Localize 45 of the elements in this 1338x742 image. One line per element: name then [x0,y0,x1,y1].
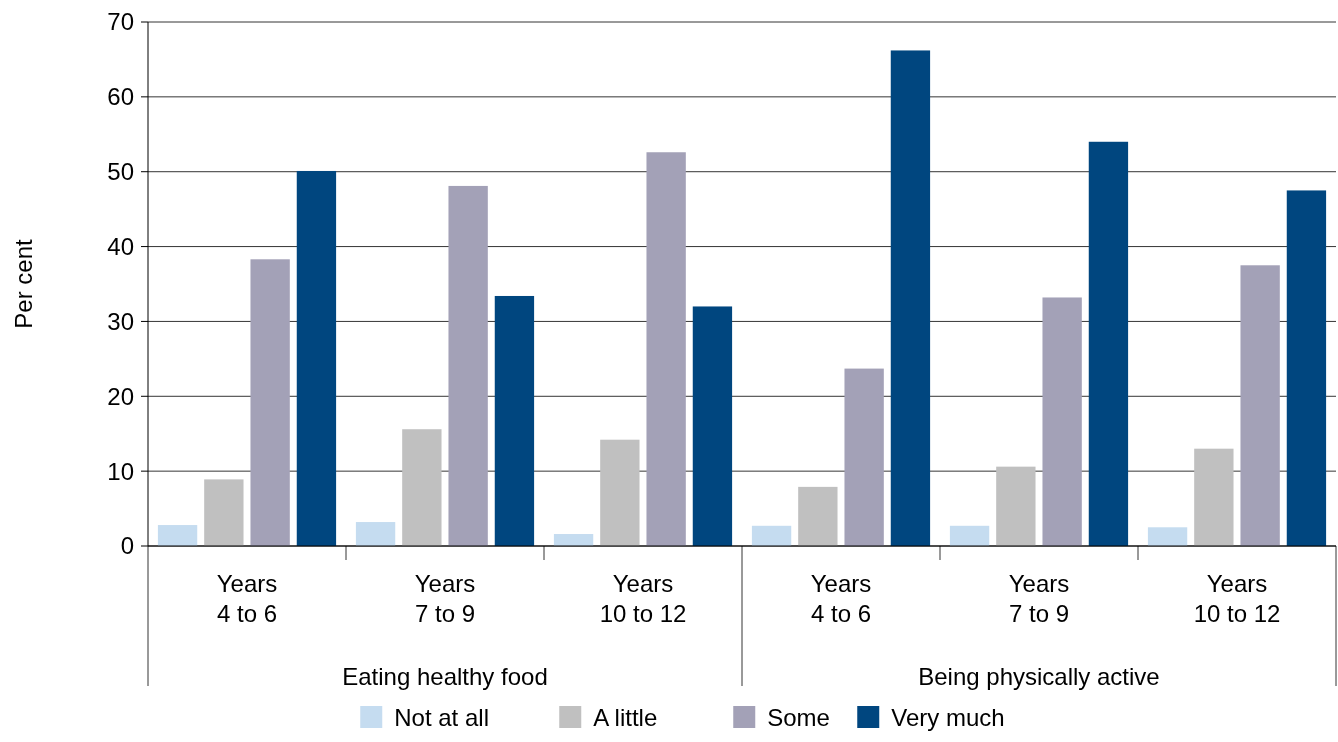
bar [204,479,244,546]
bar [250,259,290,546]
bar [157,525,198,546]
bar [1194,448,1234,546]
legend-label: Very much [891,704,1005,731]
bar [355,522,396,546]
bar [448,185,488,546]
y-tick-label: 0 [120,532,134,560]
y-tick-label: 20 [107,382,134,410]
bar [494,295,535,546]
bar [949,525,990,546]
bar [1286,190,1327,546]
bar [844,368,884,546]
bar [751,525,792,546]
bar [996,466,1036,546]
bar [402,429,442,546]
x-tick-label: Years 7 to 9 [1008,570,1070,627]
bar [600,439,640,546]
y-tick-label: 40 [107,232,134,260]
text: Eating healthy food [342,663,548,690]
legend-label: Some [767,704,830,731]
y-tick-label: 50 [107,158,134,186]
x-tick-label: Years 4 to 6 [810,570,872,627]
y-tick-label: 70 [107,8,134,36]
x-tick-label: Years 10 to 12 [1193,570,1281,627]
bar [1088,141,1129,546]
bar [1042,297,1082,546]
x-tick-label: Years 4 to 6 [216,570,278,627]
legend-label: A little [593,704,658,731]
y-tick-label: 30 [107,307,134,335]
bar [890,50,931,546]
y-tick-label: 60 [107,83,134,111]
bar [553,534,594,546]
bar [1240,265,1280,546]
x-tick-label: Years 7 to 9 [414,570,476,627]
bar [646,152,686,546]
bar [1147,527,1188,546]
bar [798,486,838,546]
y-axis-title: Per cent [10,238,37,329]
text: Being physically active [918,663,1160,690]
x-tick-label: Years 10 to 12 [599,570,687,627]
legend-label: Not at all [394,704,489,731]
y-tick-label: 10 [107,457,134,485]
bar [692,306,733,546]
bar [296,170,337,546]
